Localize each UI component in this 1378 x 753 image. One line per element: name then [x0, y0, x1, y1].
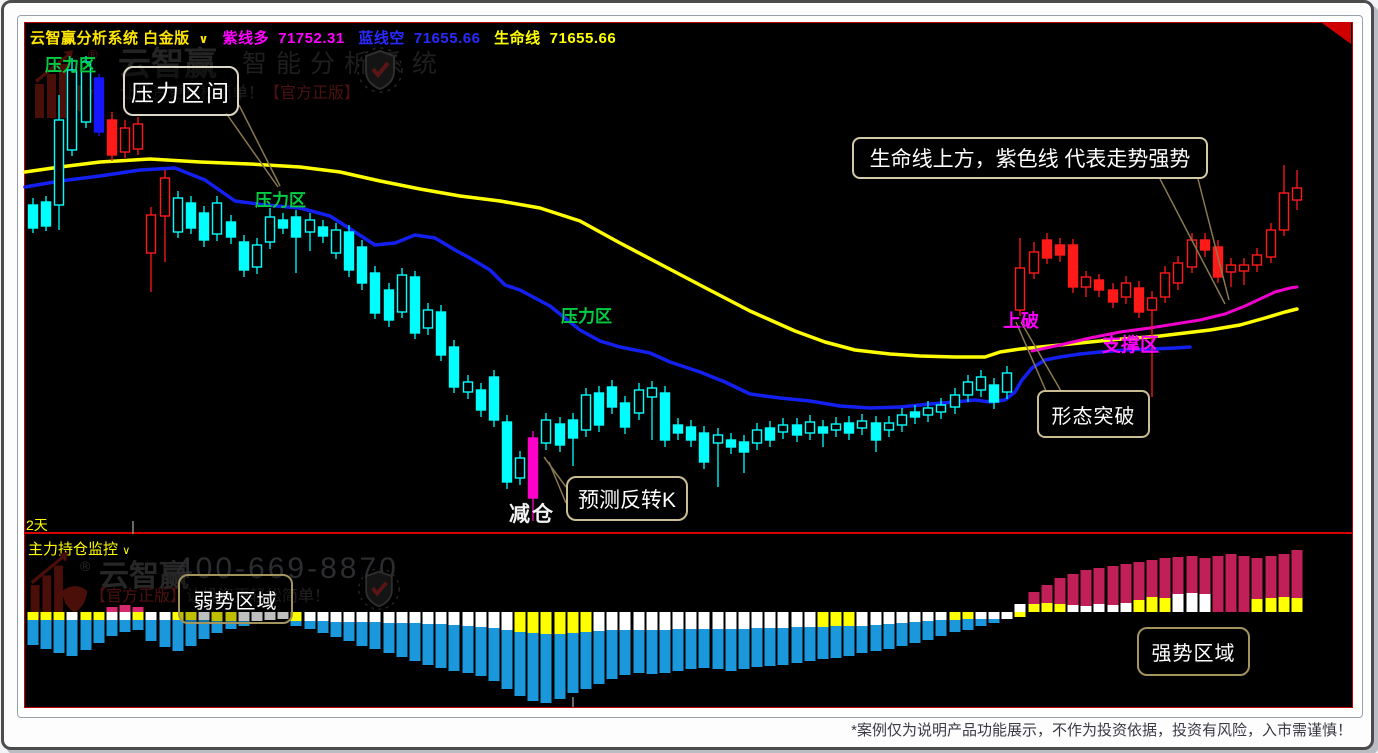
break-up-label: 上破 [1003, 311, 1039, 331]
registered-mark: ® [88, 47, 98, 62]
panel-title-text: 主力持仓监控 [28, 541, 119, 558]
callout-pressure-range-text: 压力区间 [131, 80, 231, 106]
callout-life-line-text: 生命线上方，紫色线 代表走势强势 [869, 148, 1191, 171]
blue-line-label: 蓝线空 [358, 30, 405, 47]
callout-strong-zone: 强势区域 [1137, 627, 1250, 676]
panel-title-holdings-monitor[interactable]: 主力持仓监控 ∨ [28, 538, 130, 559]
watermark-slogan-text-bottom: 让投资更轻松简单！ [186, 588, 331, 605]
watermark-brand-suffix: 智能分析系统 [242, 50, 447, 78]
callout-pressure-range: 压力区间 [123, 66, 239, 116]
watermark-official-tag-bottom: 【官方正版】 [90, 588, 187, 605]
life-line-value: 71655.66 [549, 30, 617, 47]
watermark-brand: 云智赢 [118, 45, 217, 82]
watermark-slogan: 让投资更轻松简单！【官方正版】 [120, 79, 360, 103]
purple-line-label: 紫线多 [222, 30, 270, 47]
callout-pattern-break: 形态突破 [1037, 390, 1150, 438]
blue-line-value: 71655.66 [413, 30, 481, 47]
shield-verified-icon [357, 47, 403, 93]
period-label: 2天 [26, 517, 48, 533]
disclaimer-text: *案例仅为说明产品功能展示，不作为投资依据，投资有风险，入市需谨慎！ [851, 722, 1352, 739]
purple-line-value: 71752.31 [278, 30, 345, 47]
watermark-official-tag: 【官方正版】 [264, 85, 361, 102]
pressure-zone-label-1: 压力区 [45, 56, 96, 75]
pressure-zone-label-2: 压力区 [255, 191, 306, 210]
support-zone-label: 支撑区 [1102, 335, 1160, 356]
pressure-zone-label-3: 压力区 [561, 307, 612, 326]
chevron-down-icon[interactable]: ∨ [198, 32, 209, 46]
callout-strong-zone-text: 强势区域 [1151, 643, 1236, 665]
app-title: 云智赢分析系统 白金版 [30, 30, 190, 47]
callout-reversal-k-text: 预测反转K [577, 488, 676, 512]
watermark-brand-bottom: 云智赢 [99, 560, 189, 593]
reduce-position-label: 减仓 [509, 503, 555, 526]
watermark-slogan-text: 让投资更轻松简单！ [120, 85, 265, 102]
callout-pattern-break-text: 形态突破 [1051, 405, 1136, 428]
shield-verified-icon-bottom [358, 568, 400, 610]
callout-life-line-note: 生命线上方，紫色线 代表走势强势 [852, 137, 1208, 179]
chevron-down-icon[interactable]: ∨ [122, 545, 131, 557]
callout-weak-zone-text: 弱势区域 [193, 590, 278, 613]
registered-mark-bottom: ® [80, 558, 91, 574]
callout-reversal-k: 预测反转K [566, 476, 688, 521]
callout-weak-zone: 弱势区域 [178, 574, 293, 624]
ticker-bar: 云智赢分析系统 白金版 ∨ 紫线多 71752.31 蓝线空 71655.66 生命线… [30, 27, 625, 48]
life-line-label: 生命线 [494, 30, 541, 47]
watermark-slogan-bottom: 【官方正版】让投资更轻松简单！ [90, 582, 330, 606]
bull-logo-watermark-bottom [30, 552, 88, 619]
